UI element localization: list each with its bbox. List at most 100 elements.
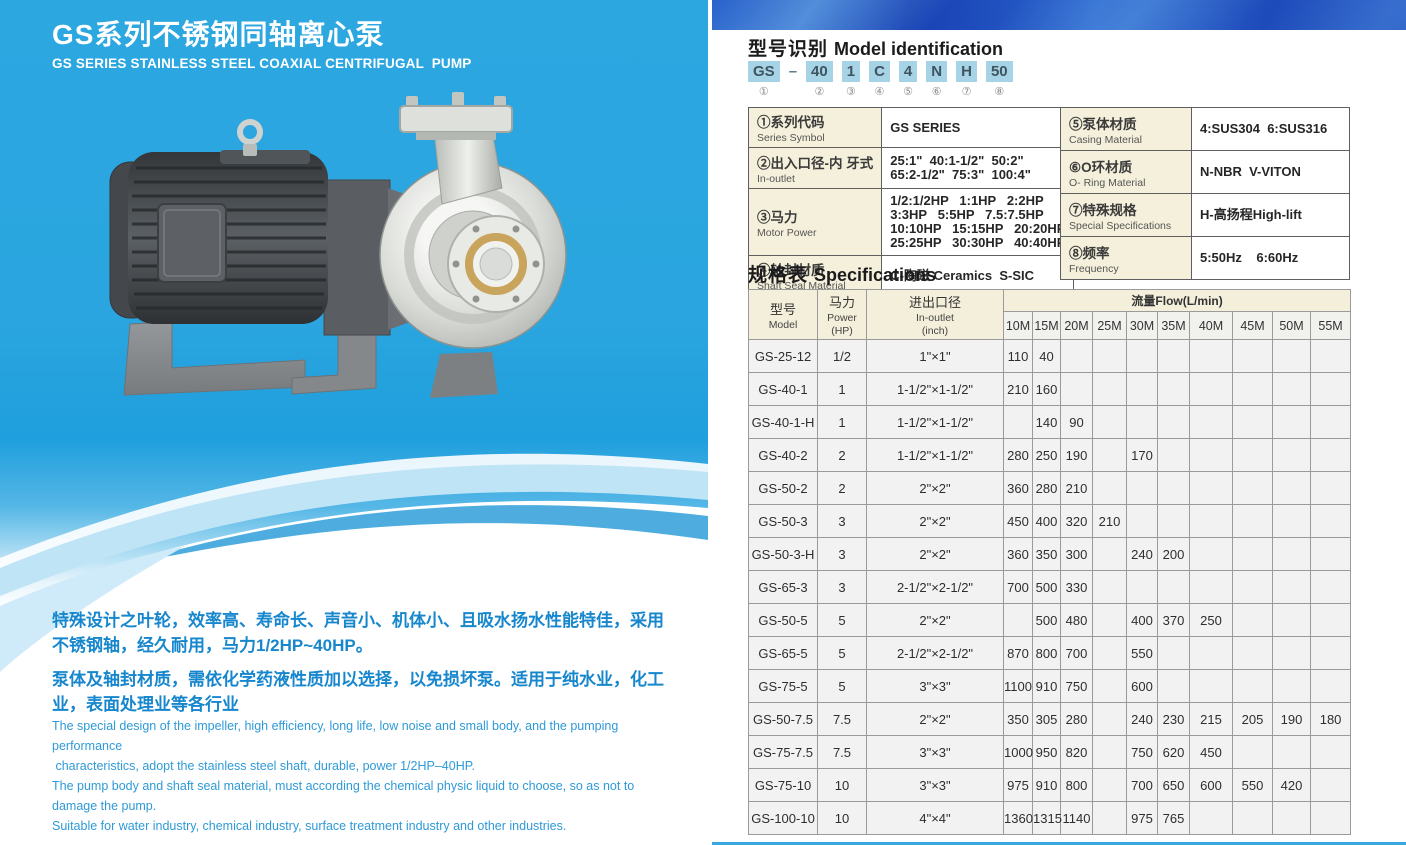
flow-cell bbox=[1232, 504, 1273, 538]
flow-cell bbox=[1126, 570, 1158, 604]
id-table-row: ⑤泵体材质 Casing Material 4:SUS304 6:SUS316 bbox=[1060, 107, 1350, 151]
flow-cell: 240 bbox=[1126, 537, 1158, 571]
id-value-line: 65:2-1/2" 75:3" 100:4" bbox=[890, 167, 1031, 182]
desc-en-line: The pump body and shaft seal material, m… bbox=[52, 779, 638, 813]
spec-header-flow-depth: 50M bbox=[1272, 311, 1311, 340]
id-row-label-en: Casing Material bbox=[1069, 133, 1142, 146]
id-row-label: ⑥O环材质 O- Ring Material bbox=[1060, 150, 1192, 194]
inout-cell: 3"×3" bbox=[866, 669, 1004, 703]
id-row-label-en: Special Specifications bbox=[1069, 219, 1172, 232]
power-cell: 2 bbox=[817, 471, 867, 505]
id-value-line: 10:10HP 15:15HP 20:20HP bbox=[890, 221, 1066, 236]
power-cell: 3 bbox=[817, 537, 867, 571]
flow-cell: 870 bbox=[1003, 636, 1033, 670]
spec-header-inout-en: In-outlet bbox=[916, 312, 954, 324]
flow-cell bbox=[1092, 801, 1127, 835]
flow-cell bbox=[1157, 636, 1190, 670]
flow-cell bbox=[1092, 570, 1127, 604]
flow-cell: 700 bbox=[1060, 636, 1093, 670]
flow-cell bbox=[1309, 537, 1352, 571]
flow-cell: 140 bbox=[1032, 405, 1061, 439]
power-cell: 1/2 bbox=[817, 339, 867, 373]
flow-cell bbox=[1272, 372, 1311, 406]
flow-cell: 280 bbox=[1032, 471, 1061, 505]
model-cell: GS-25-12 bbox=[748, 339, 818, 373]
spec-header-flow-depth: 55M bbox=[1309, 311, 1352, 340]
id-row-label-cn: ⑦特殊规格 bbox=[1069, 202, 1137, 218]
eye-bolt-base bbox=[243, 144, 257, 156]
flow-cell: 250 bbox=[1189, 603, 1233, 637]
circled-number: ① bbox=[758, 86, 769, 98]
model-id-table-left: ①系列代码 Series Symbol GS SERIES ②出入口径-内 牙式 In-… bbox=[747, 107, 1075, 296]
flow-cell: 170 bbox=[1126, 438, 1158, 472]
power-cell: 5 bbox=[817, 603, 867, 637]
flow-cell: 910 bbox=[1032, 768, 1061, 802]
flow-cell: 330 bbox=[1060, 570, 1093, 604]
model-id-heading: 型号识别 Model identification bbox=[748, 34, 1003, 61]
spec-header-model: 型号 Model bbox=[748, 289, 818, 340]
model-cell: GS-100-10 bbox=[748, 801, 818, 835]
id-row-label: ⑤泵体材质 Casing Material bbox=[1060, 107, 1192, 151]
id-row-value: GS SERIES bbox=[881, 107, 1075, 148]
flow-cell bbox=[1189, 537, 1233, 571]
power-cell: 7.5 bbox=[817, 702, 867, 736]
flow-cell bbox=[1309, 372, 1352, 406]
power-cell: 1 bbox=[817, 405, 867, 439]
id-row-label-en: Motor Power bbox=[757, 226, 817, 239]
flow-cell: 360 bbox=[1003, 537, 1033, 571]
flow-cell: 820 bbox=[1060, 735, 1093, 769]
pump-volute-foot bbox=[430, 352, 498, 398]
inout-cell: 2"×2" bbox=[866, 504, 1004, 538]
spec-header-power-unit: (HP) bbox=[831, 325, 853, 337]
left-panel: GS系列不锈钢同轴离心泵 GS SERIES STAINLESS STEEL C… bbox=[0, 0, 708, 845]
model-code-part: 40 ② bbox=[806, 61, 833, 98]
pump-adapter bbox=[323, 179, 391, 336]
model-cell: GS-65-5 bbox=[748, 636, 818, 670]
spec-row: GS-75-7.5 7.5 3"×3" 1000 950 820 750 620 450 bbox=[748, 735, 1352, 769]
flow-cell: 600 bbox=[1126, 669, 1158, 703]
model-code-box: N bbox=[926, 61, 948, 82]
spec-header-flow: 流量Flow(L/min) bbox=[1002, 289, 1352, 312]
suction-bore bbox=[479, 247, 513, 281]
id-row-label-cn: ③马力 bbox=[757, 209, 798, 225]
discharge-flange bbox=[399, 105, 513, 133]
spec-header-inout-cn: 进出口径 bbox=[908, 295, 961, 310]
id-value-line: 4:SUS304 6:SUS316 bbox=[1200, 121, 1328, 136]
flow-cell: 280 bbox=[1003, 438, 1033, 472]
spec-header-model-en: Model bbox=[768, 318, 798, 331]
power-cell: 1 bbox=[817, 372, 867, 406]
model-code-box: H bbox=[956, 61, 977, 82]
flow-cell: 950 bbox=[1032, 735, 1061, 769]
model-id-heading-en: Model identification bbox=[834, 39, 1004, 59]
inout-cell: 1-1/2"×1-1/2" bbox=[866, 372, 1004, 406]
flow-cell: 350 bbox=[1003, 702, 1033, 736]
inout-cell: 1-1/2"×1-1/2" bbox=[866, 438, 1004, 472]
power-cell: 5 bbox=[817, 669, 867, 703]
flow-cell bbox=[1003, 603, 1033, 637]
top-band-decoration bbox=[712, 0, 1406, 30]
id-row-label: ⑦特殊规格 Special Specifications bbox=[1060, 193, 1192, 237]
flow-cell: 210 bbox=[1060, 471, 1093, 505]
flow-cell bbox=[1092, 768, 1127, 802]
flow-cell bbox=[1232, 339, 1273, 373]
flow-cell: 250 bbox=[1032, 438, 1061, 472]
flow-cell bbox=[1309, 570, 1352, 604]
flow-cell bbox=[1272, 636, 1311, 670]
flow-cell bbox=[1272, 504, 1311, 538]
spec-table: 型号 Model 马力 Power (HP) 进出口径 In-outlet (i… bbox=[748, 289, 1352, 835]
inout-cell: 2-1/2"×2-1/2" bbox=[866, 570, 1004, 604]
flow-cell: 800 bbox=[1060, 768, 1093, 802]
spec-header-power-en: Power bbox=[827, 312, 857, 324]
flow-cell: 800 bbox=[1032, 636, 1061, 670]
id-row-label: ②出入口径-内 牙式 In-outlet bbox=[747, 147, 883, 189]
id-row-label-cn: ⑥O环材质 bbox=[1069, 159, 1133, 175]
flow-cell: 240 bbox=[1126, 702, 1158, 736]
flow-cell bbox=[1092, 735, 1127, 769]
spec-row: GS-25-12 1/2 1"×1" 110 40 bbox=[748, 339, 1352, 373]
model-cell: GS-75-7.5 bbox=[748, 735, 818, 769]
model-code-box: 1 bbox=[841, 61, 861, 82]
flow-cell bbox=[1309, 603, 1352, 637]
flow-cell bbox=[1232, 636, 1273, 670]
